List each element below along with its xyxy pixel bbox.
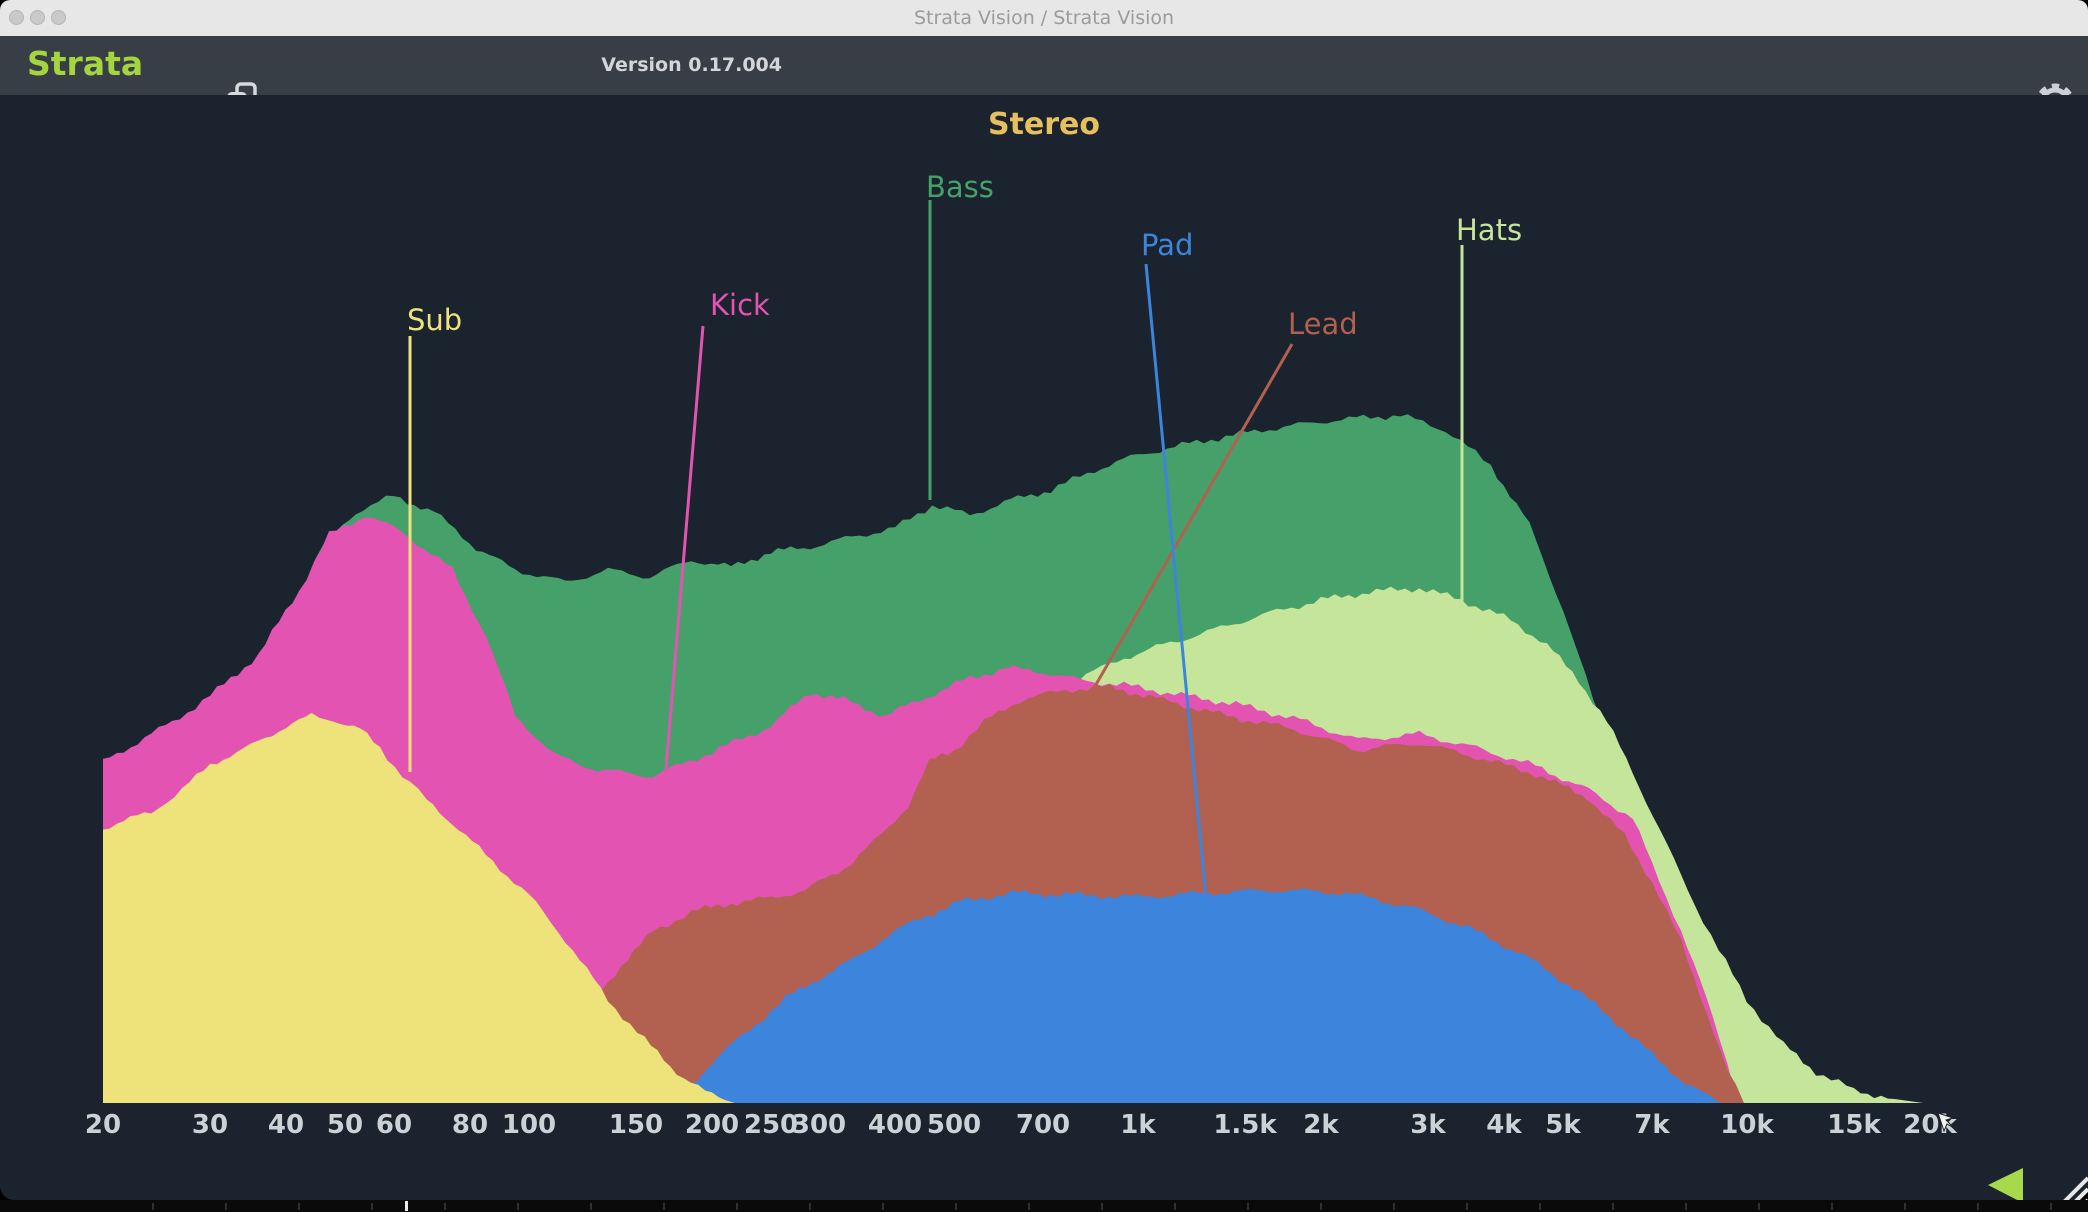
axis-tick-label: 1k: [1120, 1110, 1156, 1140]
mouse-cursor: [1937, 1112, 1955, 1133]
bottom-strip: [0, 1200, 2088, 1212]
strip-tick: [590, 1203, 592, 1210]
axis-tick-label: 100: [501, 1110, 557, 1140]
axis-tick-label: 700: [1015, 1110, 1071, 1140]
titlebar: Strata Vision / Strata Vision: [0, 0, 2088, 36]
version-label: Version 0.17.004: [601, 54, 782, 76]
strip-tick: [1831, 1203, 1833, 1210]
axis-tick-label: 3k: [1410, 1110, 1446, 1140]
stem-label-kick: Kick: [710, 288, 770, 322]
axis-tick-label: 1.5k: [1213, 1110, 1277, 1140]
stem-label-hats: Hats: [1456, 213, 1523, 247]
strip-tick: [1685, 1203, 1687, 1210]
stem-label-sub: Sub: [407, 303, 463, 337]
axis-tick-label: 80: [451, 1110, 489, 1140]
stem-label-bass: Bass: [926, 170, 994, 204]
minimize-window-button[interactable]: [30, 10, 45, 25]
strip-tick: [1028, 1203, 1030, 1210]
stem-label-pad: Pad: [1141, 228, 1194, 262]
axis-tick-label: 7k: [1634, 1110, 1670, 1140]
strip-tick: [444, 1203, 446, 1210]
strip-tick: [1247, 1203, 1249, 1210]
strip-tick: [1174, 1203, 1176, 1210]
axis-tick-label: 400: [867, 1110, 923, 1140]
chart-title: Stereo: [987, 107, 1101, 142]
axis-tick-label: 4k: [1486, 1110, 1522, 1140]
axis-tick-label: 200: [684, 1110, 740, 1140]
strip-tick: [955, 1203, 957, 1210]
play-triangle-button[interactable]: [1988, 1168, 2023, 1203]
axis-tick-label: 250: [743, 1110, 799, 1140]
strip-tick: [1904, 1203, 1906, 1210]
strip-tick: [1320, 1203, 1322, 1210]
strip-tick: [1758, 1203, 1760, 1210]
axis-tick-label: 50: [326, 1110, 364, 1140]
window-title: Strata Vision / Strata Vision: [913, 7, 1175, 29]
axis-tick-label: 20: [84, 1110, 122, 1140]
strip-tick: [1393, 1203, 1395, 1210]
strip-tick: [152, 1203, 154, 1210]
axis-tick-label: 500: [926, 1110, 982, 1140]
toolbar: Strata Version 0.17.004: [0, 36, 2088, 123]
strip-tick: [298, 1203, 300, 1210]
strip-tick: [1466, 1203, 1468, 1210]
strip-tick: [517, 1203, 519, 1210]
axis-tick-label: 300: [791, 1110, 847, 1140]
axis-tick-label: 10k: [1720, 1110, 1774, 1140]
strip-tick: [225, 1203, 227, 1210]
axis-tick-label: 5k: [1545, 1110, 1581, 1140]
stem-label-lead: Lead: [1288, 307, 1358, 341]
brand-logo: Strata: [27, 44, 144, 83]
axis-tick-label: 40: [267, 1110, 305, 1140]
strip-tick: [1612, 1203, 1614, 1210]
strip-tick: [736, 1203, 738, 1210]
strip-tick-highlight: [405, 1201, 408, 1211]
strip-tick: [1539, 1203, 1541, 1210]
axis-tick-label: 30: [191, 1110, 229, 1140]
axis-tick-label: 2k: [1303, 1110, 1339, 1140]
strip-tick: [663, 1203, 665, 1210]
axis-tick-label: 15k: [1827, 1110, 1881, 1140]
strip-tick: [1101, 1203, 1103, 1210]
strip-tick: [1977, 1203, 1979, 1210]
strip-tick: [809, 1203, 811, 1210]
close-window-button[interactable]: [9, 10, 24, 25]
axis-tick-label: 150: [608, 1110, 664, 1140]
strip-tick: [882, 1203, 884, 1210]
spectrum-chart[interactable]: [0, 95, 2088, 1200]
strip-tick: [2050, 1203, 2052, 1210]
axis-tick-label: 60: [375, 1110, 413, 1140]
zoom-window-button[interactable]: [51, 10, 66, 25]
strip-tick: [371, 1203, 373, 1210]
